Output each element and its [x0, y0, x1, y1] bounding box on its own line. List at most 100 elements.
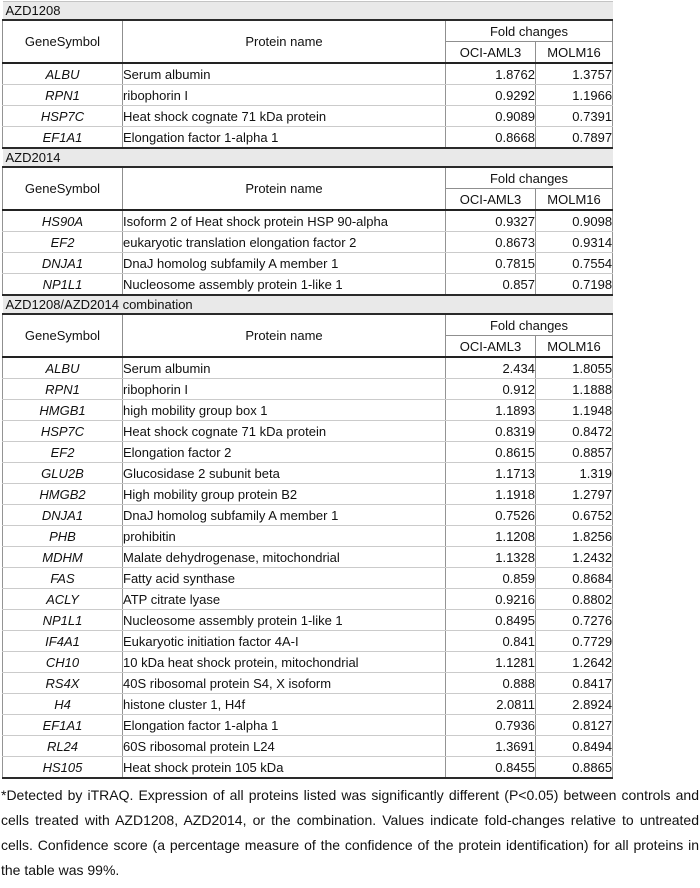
oci-aml3-value-cell: 0.9216 — [445, 588, 536, 610]
section-title: AZD1208 — [2, 1, 613, 21]
col-header-oci-aml3: OCI-AML3 — [445, 335, 536, 358]
oci-aml3-value-cell: 0.9327 — [445, 209, 536, 232]
protein-name-cell: Heat shock protein 105 kDa — [122, 756, 446, 779]
molm16-value-cell: 1.3757 — [534, 62, 614, 85]
oci-aml3-value-cell: 0.8673 — [445, 231, 536, 253]
header-row-cell-lines: OCI-AML3 MOLM16 — [3, 41, 614, 64]
section-title: AZD2014 — [2, 147, 613, 168]
protein-row: RL24 60S ribosomal protein L24 1.3691 0.… — [2, 735, 614, 757]
oci-aml3-value-cell: 2.0811 — [445, 693, 536, 715]
protein-name-cell: Fatty acid synthase — [122, 567, 446, 589]
protein-name-cell: Nucleosome assembly protein 1-like 1 — [122, 273, 446, 296]
oci-aml3-value-cell: 1.3691 — [445, 735, 536, 757]
protein-name-cell: Serum albumin — [122, 62, 446, 85]
molm16-value-cell: 1.2642 — [534, 651, 614, 673]
molm16-value-cell: 1.1948 — [534, 399, 614, 421]
protein-name-cell: Nucleosome assembly protein 1-like 1 — [122, 609, 446, 631]
molm16-value-cell: 0.7897 — [534, 126, 614, 149]
oci-aml3-value-cell: 0.7526 — [445, 504, 536, 526]
oci-aml3-value-cell: 0.8668 — [445, 126, 536, 149]
gene-symbol-cell: ACLY — [2, 588, 123, 610]
protein-name-cell: Serum albumin — [122, 356, 446, 379]
gene-symbol-cell: IF4A1 — [2, 630, 123, 652]
protein-name-cell: Elongation factor 1-alpha 1 — [122, 126, 446, 149]
table-section: AZD2014 GeneSymbol Protein name Fold cha… — [2, 147, 614, 296]
molm16-value-cell: 1.2432 — [534, 546, 614, 568]
protein-row: RS4X 40S ribosomal protein S4, X isoform… — [2, 672, 614, 694]
protein-row: HSP7C Heat shock cognate 71 kDa protein … — [2, 420, 614, 442]
oci-aml3-value-cell: 1.1328 — [445, 546, 536, 568]
section-title-row: AZD1208 — [2, 1, 613, 21]
protein-row: IF4A1 Eukaryotic initiation factor 4A-I … — [2, 630, 614, 652]
gene-symbol-cell: EF1A1 — [2, 714, 123, 736]
gene-symbol-cell: HSP7C — [2, 105, 123, 127]
gene-symbol-cell: HSP7C — [2, 420, 123, 442]
header-row-cell-lines: OCI-AML3 MOLM16 — [3, 188, 614, 211]
molm16-value-cell: 2.8924 — [534, 693, 614, 715]
protein-name-cell: DnaJ homolog subfamily A member 1 — [122, 252, 446, 274]
oci-aml3-value-cell: 2.434 — [445, 356, 536, 379]
col-header-gene-symbol: GeneSymbol — [2, 166, 123, 211]
protein-name-cell: Elongation factor 1-alpha 1 — [122, 714, 446, 736]
col-header-fold-changes: Fold changes — [444, 19, 614, 42]
col-header-oci-aml3: OCI-AML3 — [445, 41, 536, 64]
col-header-molm16: MOLM16 — [534, 188, 614, 211]
protein-row: FAS Fatty acid synthase 0.859 0.8684 — [2, 567, 614, 589]
protein-row: ALBU Serum albumin 1.8762 1.3757 — [2, 62, 614, 85]
protein-name-cell: High mobility group protein B2 — [122, 483, 446, 505]
oci-aml3-value-cell: 0.9089 — [445, 105, 536, 127]
molm16-value-cell: 1.8256 — [534, 525, 614, 547]
protein-row: NP1L1 Nucleosome assembly protein 1-like… — [2, 609, 614, 631]
gene-symbol-cell: RS4X — [2, 672, 123, 694]
protein-name-cell: eukaryotic translation elongation factor… — [122, 231, 446, 253]
col-header-molm16: MOLM16 — [534, 335, 614, 358]
protein-row: EF1A1 Elongation factor 1-alpha 1 0.8668… — [2, 126, 614, 149]
protein-name-cell: Elongation factor 2 — [122, 441, 446, 463]
oci-aml3-value-cell: 0.888 — [445, 672, 536, 694]
col-header-molm16: MOLM16 — [534, 41, 614, 64]
oci-aml3-value-cell: 1.1281 — [445, 651, 536, 673]
col-header-protein-name: Protein name — [122, 166, 446, 211]
protein-name-cell: Heat shock cognate 71 kDa protein — [122, 420, 446, 442]
oci-aml3-value-cell: 0.7936 — [445, 714, 536, 736]
oci-aml3-value-cell: 0.8455 — [445, 756, 536, 779]
col-header-gene-symbol: GeneSymbol — [2, 313, 123, 358]
header-row-cell-lines: OCI-AML3 MOLM16 — [3, 335, 614, 358]
oci-aml3-value-cell: 0.912 — [445, 378, 536, 400]
molm16-value-cell: 0.8417 — [534, 672, 614, 694]
protein-name-cell: high mobility group box 1 — [122, 399, 446, 421]
oci-aml3-value-cell: 0.857 — [445, 273, 536, 296]
oci-aml3-value-cell: 0.841 — [445, 630, 536, 652]
protein-row: HSP7C Heat shock cognate 71 kDa protein … — [2, 105, 614, 127]
protein-name-cell: 40S ribosomal protein S4, X isoform — [122, 672, 446, 694]
molm16-value-cell: 0.7729 — [534, 630, 614, 652]
protein-name-cell: histone cluster 1, H4f — [122, 693, 446, 715]
oci-aml3-value-cell: 1.1208 — [445, 525, 536, 547]
gene-symbol-cell: HMGB1 — [2, 399, 123, 421]
molm16-value-cell: 0.7276 — [534, 609, 614, 631]
gene-symbol-cell: RPN1 — [2, 378, 123, 400]
protein-row: NP1L1 Nucleosome assembly protein 1-like… — [2, 273, 614, 296]
molm16-value-cell: 1.1966 — [534, 84, 614, 106]
protein-row: ALBU Serum albumin 2.434 1.8055 — [2, 356, 614, 379]
gene-symbol-cell: MDHM — [2, 546, 123, 568]
oci-aml3-value-cell: 0.7815 — [445, 252, 536, 274]
molm16-value-cell: 0.7198 — [534, 273, 614, 296]
protein-name-cell: DnaJ homolog subfamily A member 1 — [122, 504, 446, 526]
protein-name-cell: ATP citrate lyase — [122, 588, 446, 610]
protein-row: H4 histone cluster 1, H4f 2.0811 2.8924 — [2, 693, 614, 715]
molm16-value-cell: 0.6752 — [534, 504, 614, 526]
protein-row: HS105 Heat shock protein 105 kDa 0.8455 … — [2, 756, 614, 779]
protein-row: DNJA1 DnaJ homolog subfamily A member 1 … — [2, 252, 614, 274]
protein-row: MDHM Malate dehydrogenase, mitochondrial… — [2, 546, 614, 568]
gene-symbol-cell: PHB — [2, 525, 123, 547]
molm16-value-cell: 0.7391 — [534, 105, 614, 127]
protein-row: EF2 eukaryotic translation elongation fa… — [2, 231, 614, 253]
gene-symbol-cell: RPN1 — [2, 84, 123, 106]
protein-row: CH10 10 kDa heat shock protein, mitochon… — [2, 651, 614, 673]
protein-row: ACLY ATP citrate lyase 0.9216 0.8802 — [2, 588, 614, 610]
oci-aml3-value-cell: 1.1918 — [445, 483, 536, 505]
protein-name-cell: 10 kDa heat shock protein, mitochondrial — [122, 651, 446, 673]
molm16-value-cell: 0.8494 — [534, 735, 614, 757]
protein-name-cell: Glucosidase 2 subunit beta — [122, 462, 446, 484]
